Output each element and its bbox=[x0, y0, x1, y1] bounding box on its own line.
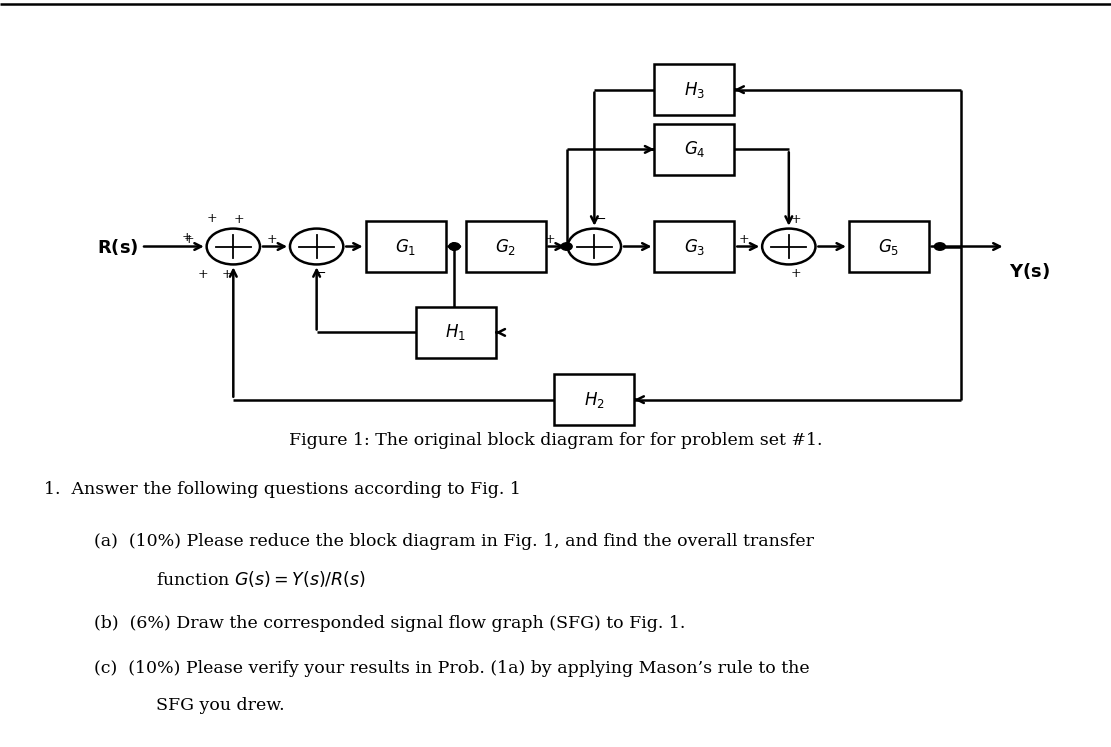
Text: 1.  Answer the following questions according to Fig. 1: 1. Answer the following questions accord… bbox=[44, 481, 521, 498]
Text: +: + bbox=[221, 268, 232, 282]
Text: +: + bbox=[790, 267, 801, 280]
Circle shape bbox=[290, 229, 343, 264]
Bar bbox=[466, 221, 546, 272]
Text: +: + bbox=[739, 232, 750, 246]
Bar bbox=[654, 124, 734, 175]
Bar bbox=[654, 64, 734, 115]
Bar bbox=[366, 221, 446, 272]
Text: $\mathbf{R(s)}$: $\mathbf{R(s)}$ bbox=[98, 237, 139, 256]
Text: +: + bbox=[181, 231, 192, 244]
Circle shape bbox=[568, 229, 621, 264]
Circle shape bbox=[934, 243, 945, 250]
Bar bbox=[849, 221, 929, 272]
Text: $\mathbf{Y(s)}$: $\mathbf{Y(s)}$ bbox=[1009, 261, 1050, 282]
Text: SFG you drew.: SFG you drew. bbox=[156, 698, 284, 714]
Text: +: + bbox=[207, 211, 218, 225]
Text: −: − bbox=[316, 267, 327, 280]
Text: (a)  (10%) Please reduce the block diagram in Fig. 1, and find the overall trans: (a) (10%) Please reduce the block diagra… bbox=[94, 533, 814, 550]
Text: +: + bbox=[544, 232, 556, 246]
Text: +: + bbox=[198, 268, 209, 282]
Bar bbox=[416, 307, 496, 358]
Text: $G_5$: $G_5$ bbox=[878, 237, 900, 256]
Circle shape bbox=[762, 229, 815, 264]
Circle shape bbox=[561, 243, 572, 250]
Text: (c)  (10%) Please verify your results in Prob. (1a) by applying Mason’s rule to : (c) (10%) Please verify your results in … bbox=[94, 660, 810, 677]
Circle shape bbox=[207, 229, 260, 264]
Text: +: + bbox=[267, 232, 278, 246]
Text: function $G(s) = Y(s)/R(s)$: function $G(s) = Y(s)/R(s)$ bbox=[156, 569, 366, 589]
Bar bbox=[554, 374, 634, 425]
Text: Figure 1: The original block diagram for for problem set #1.: Figure 1: The original block diagram for… bbox=[289, 433, 822, 449]
Text: (b)  (6%) Draw the corresponded signal flow graph (SFG) to Fig. 1.: (b) (6%) Draw the corresponded signal fl… bbox=[94, 616, 685, 632]
Text: $H_3$: $H_3$ bbox=[684, 80, 704, 99]
Text: $H_2$: $H_2$ bbox=[584, 390, 604, 409]
Text: $G_2$: $G_2$ bbox=[494, 237, 517, 256]
Text: +: + bbox=[183, 232, 194, 246]
Text: +: + bbox=[233, 213, 244, 226]
Text: $H_1$: $H_1$ bbox=[446, 323, 466, 342]
Text: +: + bbox=[790, 213, 801, 226]
Bar bbox=[654, 221, 734, 272]
Circle shape bbox=[449, 243, 460, 250]
Text: −: − bbox=[595, 213, 607, 226]
Text: $G_1$: $G_1$ bbox=[394, 237, 417, 256]
Text: $G_3$: $G_3$ bbox=[683, 237, 705, 256]
Text: $G_4$: $G_4$ bbox=[683, 140, 705, 159]
